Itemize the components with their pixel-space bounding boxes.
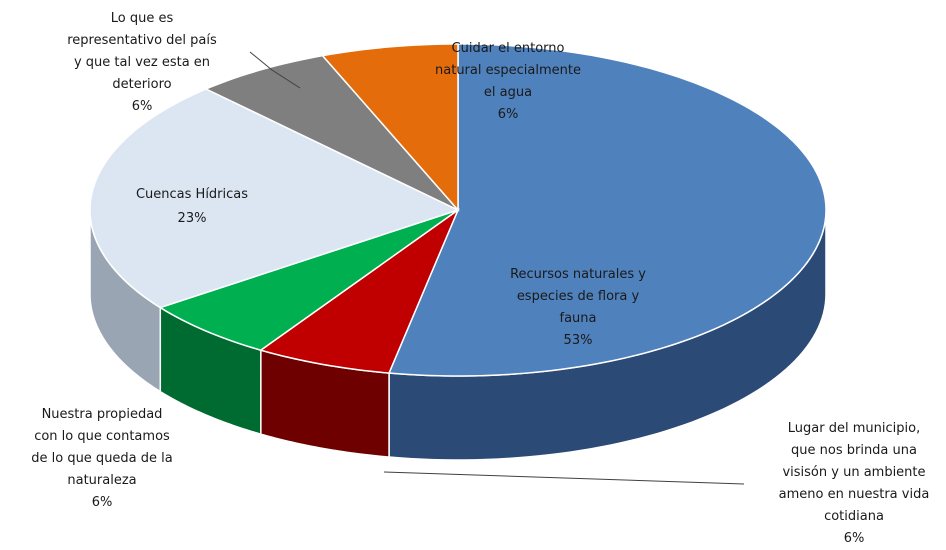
slice-2 [158,209,459,351]
slice-label-1-line-5: 6% [844,531,865,546]
slice-label-1-line-0: Lugar del municipio, [788,421,920,436]
slice-label-0: Recursos naturales y especies de flora y f… [510,267,646,348]
slice-label-2-line-1: con lo que contamos [34,429,170,444]
slice-label-2-line-2: de lo que queda de la [31,451,173,466]
slice-labels: Recursos naturales y especies de flora y f… [31,11,929,546]
leader-line-representativo [249,51,301,89]
slice-5 [321,43,459,212]
slice-label-2-line-0: Nuestra propiedad [42,407,163,422]
slice-label-2: Nuestra propiedad con lo que contamos de l… [31,407,173,510]
slice-label-4-line-1: representativo del país [67,33,217,48]
slice-label-1: Lugar del municipio, que nos brinda una vi… [779,421,930,546]
slice-label-4: Lo que es representativo del país y que ta… [67,11,217,114]
leader-lines [249,51,745,485]
slice-4 [204,54,459,211]
slice-label-1-line-4: cotidiana [824,509,884,524]
pie-top-layer [89,43,827,377]
slice-label-5: Cuidar el entorno natural especialmente el… [435,41,581,122]
slice-label-3-line-1: 23% [178,211,207,226]
slice-label-4-line-2: y que tal vez esta en [74,55,210,70]
slice-label-5-line-0: Cuidar el entorno [452,41,565,56]
slice-label-1-line-1: que nos brinda una [791,443,917,458]
pie-depth-layer [89,209,827,461]
slice-label-2-line-3: naturaleza [67,473,136,488]
slice-label-5-line-1: natural especialmente [435,63,581,78]
slice-label-3-line-0: Cuencas Hídricas [136,187,248,202]
slice-label-5-line-2: el agua [484,85,532,100]
slice-label-4-line-0: Lo que es [111,11,174,26]
slice-0 [387,43,827,377]
slice-label-0-line-1: especies de flora y [517,289,640,304]
slice-1 [259,207,460,374]
slice-label-0-line-2: fauna [560,311,597,326]
slice-label-4-line-4: 6% [132,99,153,114]
leader-line-municipio [383,471,745,485]
slice-label-3: Cuencas Hídricas 23% [136,187,248,226]
slice-label-1-line-2: visisón y un ambiente [782,465,925,480]
slice-label-4-line-3: deterioro [112,77,171,92]
slice-label-0-line-3: 53% [564,333,593,348]
slice-label-1-line-3: ameno en nuestra vida [779,487,930,502]
slice-label-2-line-4: 6% [92,495,113,510]
slice-3 [89,88,461,309]
slice-label-5-line-3: 6% [498,107,519,122]
slice-label-0-line-0: Recursos naturales y [510,267,646,282]
